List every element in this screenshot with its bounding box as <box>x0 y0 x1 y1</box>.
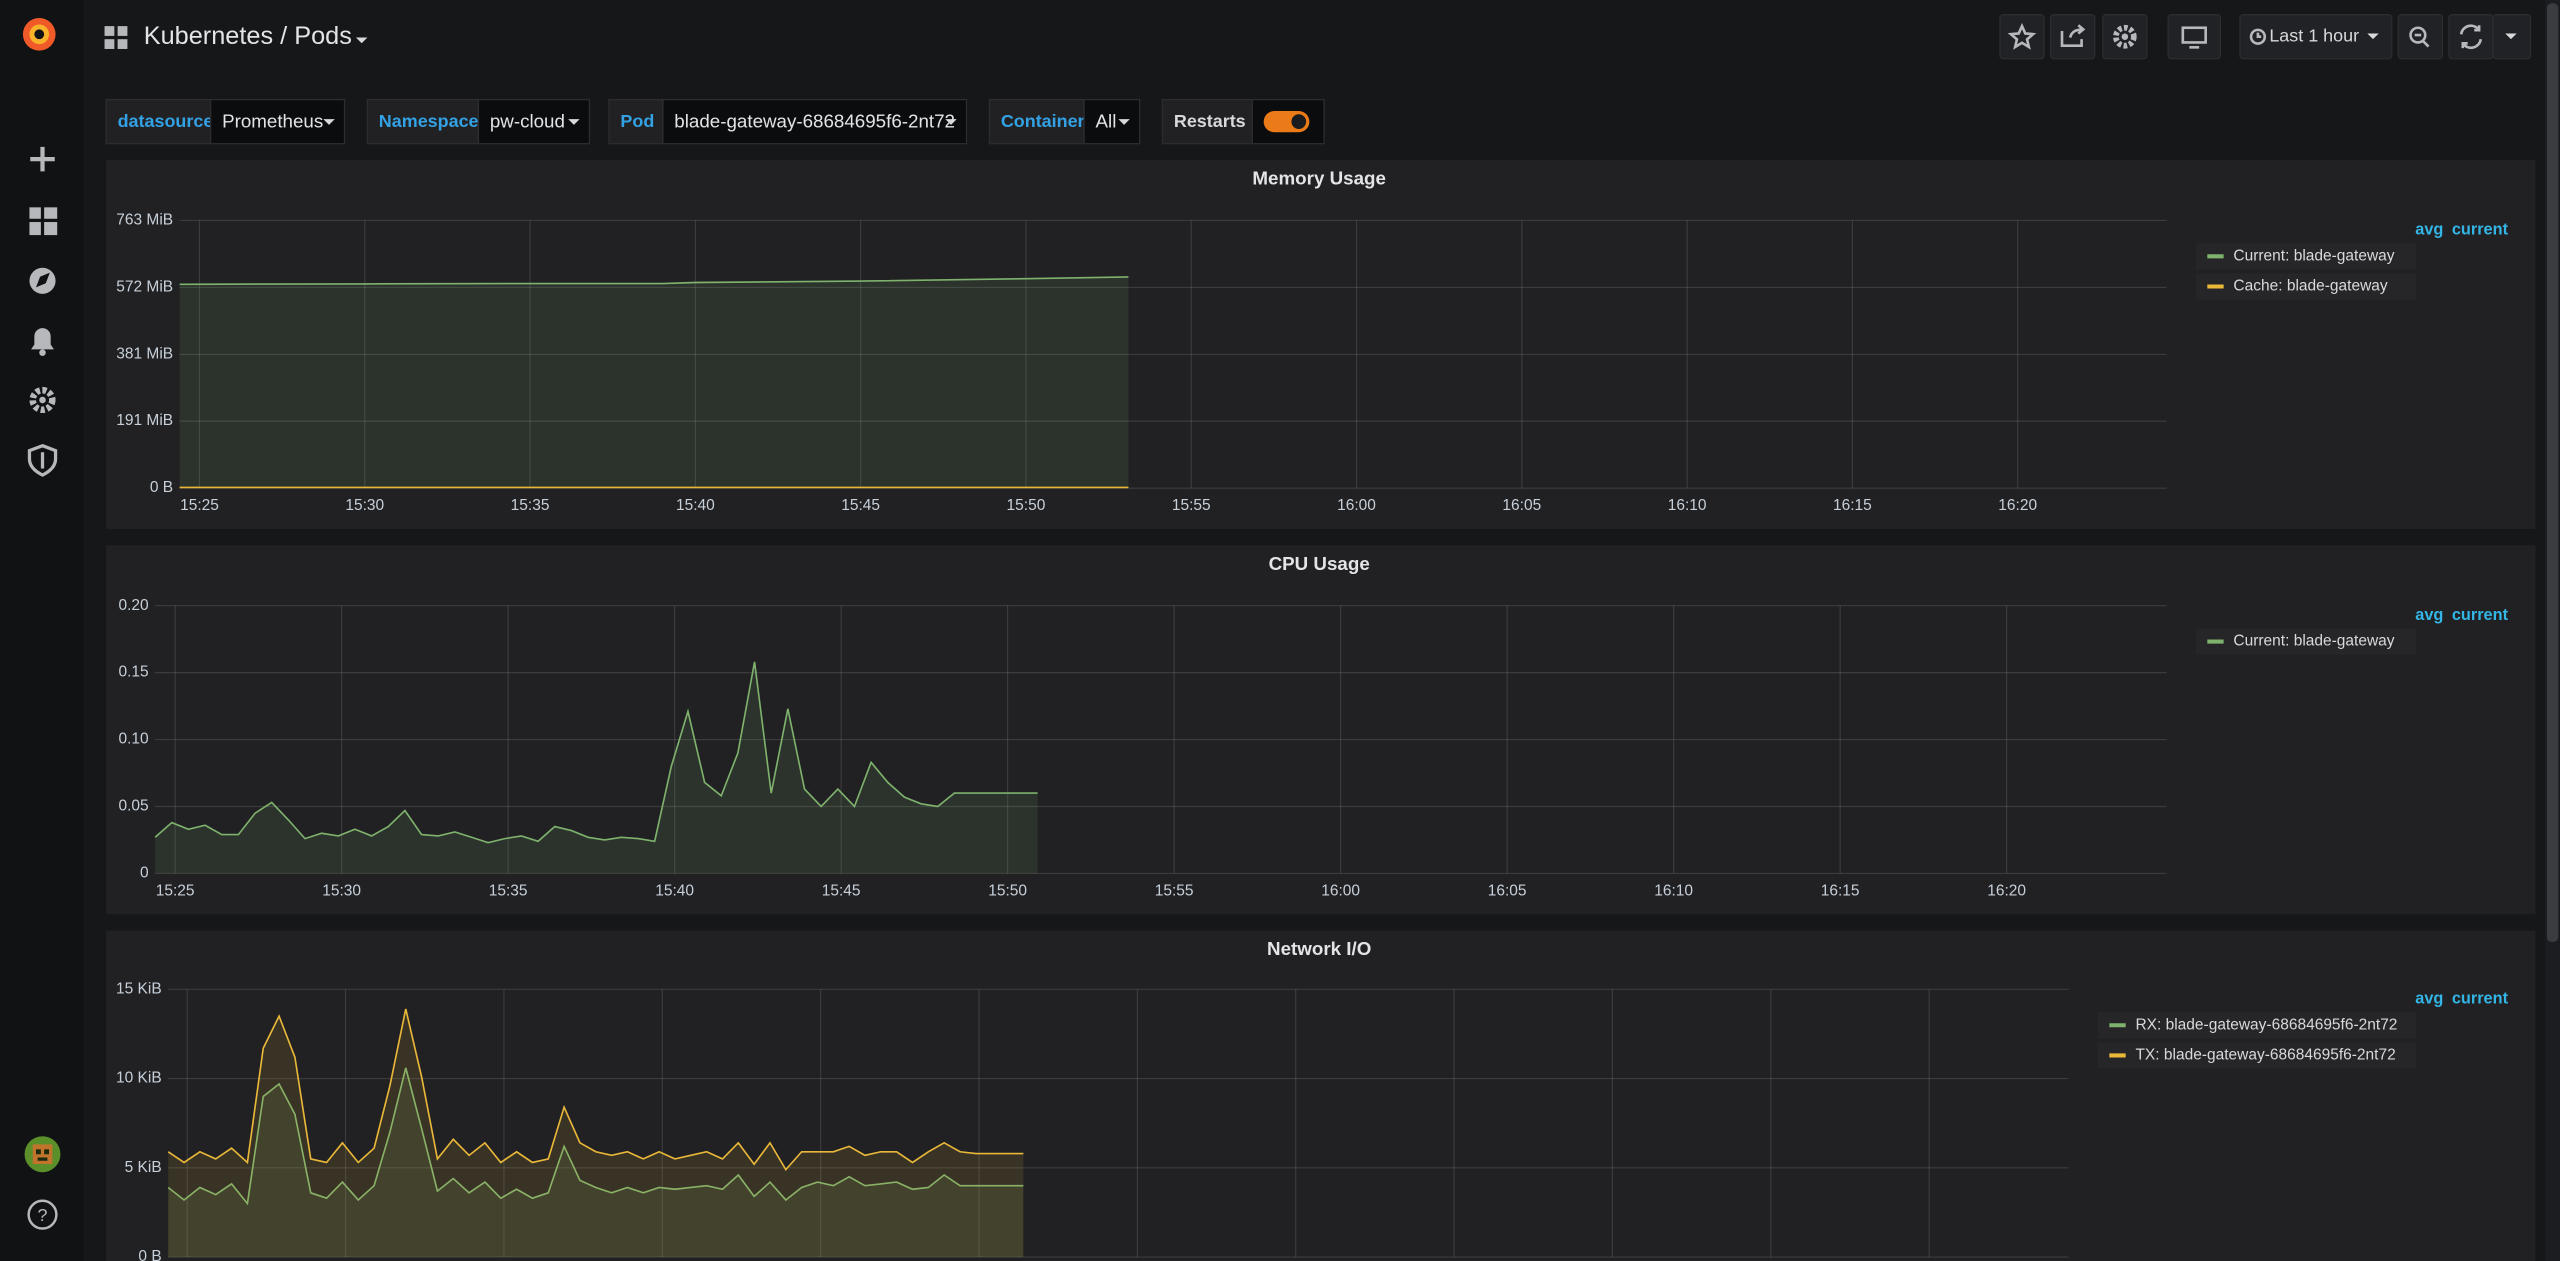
y-tick-label: 381 MiB <box>116 346 173 363</box>
sidebar <box>0 0 83 1261</box>
x-tick-label: 15:25 <box>180 497 219 514</box>
tv-mode-button[interactable] <box>2168 15 2220 59</box>
x-tick-label: 16:05 <box>1488 882 1527 899</box>
svg-text:?: ? <box>38 1205 48 1225</box>
legend-item[interactable]: RX: blade-gateway-68684695f6-2nt72 <box>2098 1012 2416 1038</box>
legend-label[interactable]: Cache: blade-gateway <box>2233 278 2387 295</box>
x-tick-label: 15:30 <box>345 497 384 514</box>
settings-button[interactable] <box>2103 15 2147 59</box>
x-tick-label: 16:20 <box>1998 497 2037 514</box>
y-tick-label: 572 MiB <box>116 279 173 296</box>
variable-value[interactable]: blade-gateway-68684695f6-2nt72 <box>674 110 955 131</box>
legend-column-header[interactable]: avg <box>2415 606 2443 624</box>
legend-item[interactable]: Cache: blade-gateway <box>2196 273 2416 299</box>
variable-label: datasource <box>118 111 214 131</box>
x-tick-label: 16:10 <box>1668 497 1707 514</box>
variable-value[interactable]: Prometheus <box>222 110 323 131</box>
variable-value[interactable]: All <box>1096 110 1117 131</box>
share-button[interactable] <box>2051 15 2095 59</box>
time-range[interactable]: Last 1 hour <box>2269 25 2359 45</box>
x-tick-label: 15:45 <box>822 882 861 899</box>
refresh-button[interactable] <box>2449 15 2493 59</box>
x-tick-label: 15:55 <box>1155 882 1194 899</box>
legend-column-header[interactable]: current <box>2452 221 2509 239</box>
scrollbar-thumb[interactable] <box>2547 3 2558 942</box>
explore-icon[interactable] <box>29 268 55 294</box>
refresh-interval-button[interactable] <box>2493 15 2531 59</box>
x-tick-label: 16:15 <box>1821 882 1860 899</box>
legend-item[interactable]: TX: blade-gateway-68684695f6-2nt72 <box>2098 1042 2416 1068</box>
variable-dropdown[interactable]: All <box>1084 100 1140 144</box>
variable-value[interactable]: pw-cloud <box>490 110 565 131</box>
x-tick-label: 15:45 <box>841 497 880 514</box>
legend-column-header[interactable]: avg <box>2415 221 2443 239</box>
y-tick-label: 10 KiB <box>116 1070 162 1087</box>
legend-label[interactable]: Current: blade-gateway <box>2233 633 2394 650</box>
x-tick-label: 15:35 <box>511 497 550 514</box>
x-tick-label: 15:40 <box>655 882 694 899</box>
y-tick-label: 0 B <box>138 1248 161 1261</box>
y-tick-label: 191 MiB <box>116 412 173 429</box>
legend-label[interactable]: TX: blade-gateway-68684695f6-2nt72 <box>2135 1047 2395 1064</box>
panel: Memory Usage 0 B 191 MiB 381 MiB 572 MiB 763 … <box>106 160 2535 529</box>
variable-dropdown[interactable]: blade-gateway-68684695f6-2nt72 <box>663 100 967 144</box>
legend-item[interactable]: Current: blade-gateway <box>2196 629 2416 655</box>
x-tick-label: 16:15 <box>1833 497 1872 514</box>
zoom-out-button[interactable] <box>2398 15 2442 59</box>
variable-dropdown[interactable]: pw-cloud <box>478 100 589 144</box>
x-tick-label: 16:00 <box>1321 882 1360 899</box>
x-tick-label: 15:40 <box>676 497 715 514</box>
x-tick-label: 15:50 <box>988 882 1027 899</box>
variable-dropdown[interactable]: Prometheus <box>211 100 345 144</box>
panel-title[interactable]: CPU Usage <box>1269 553 1370 574</box>
star-button[interactable] <box>2000 15 2044 59</box>
panels: Memory Usage 0 B 191 MiB 381 MiB 572 MiB 763 … <box>106 160 2535 1261</box>
time-picker[interactable]: Last 1 hour <box>2240 15 2392 59</box>
y-tick-label: 0.15 <box>118 664 148 681</box>
variable-label: Namespace <box>379 111 479 131</box>
legend-label[interactable]: Current: blade-gateway <box>2233 247 2394 264</box>
restarts-toggle[interactable] <box>1252 100 1324 144</box>
panel: CPU Usage 0 0.05 0.10 0.15 0.20 15:25 15:30 15:3… <box>106 545 2535 914</box>
panel: Network I/O 0 B 5 KiB 10 KiB 15 KiB avg curren… <box>106 931 2535 1261</box>
variable-label: Container <box>1001 111 1085 131</box>
legend-label[interactable]: RX: blade-gateway-68684695f6-2nt72 <box>2135 1016 2397 1033</box>
x-tick-label: 16:20 <box>1987 882 2026 899</box>
y-tick-label: 0.20 <box>118 597 149 614</box>
series-area <box>180 277 1129 488</box>
legend-column-header[interactable]: current <box>2452 606 2509 624</box>
legend-column-header[interactable]: avg <box>2415 989 2443 1007</box>
x-tick-label: 15:50 <box>1007 497 1046 514</box>
panel-title[interactable]: Network I/O <box>1267 938 1371 959</box>
y-tick-label: 0.05 <box>118 798 148 815</box>
toggle-knob[interactable] <box>1291 114 1306 129</box>
y-tick-label: 0.10 <box>118 731 149 748</box>
y-tick-label: 0 B <box>150 479 173 496</box>
y-tick-label: 5 KiB <box>125 1159 162 1176</box>
panel-title[interactable]: Memory Usage <box>1252 168 1386 189</box>
variable-label: Pod <box>620 111 654 131</box>
x-tick-label: 15:30 <box>322 882 361 899</box>
y-tick-label: 763 MiB <box>116 211 173 228</box>
x-tick-label: 15:25 <box>156 882 195 899</box>
x-tick-label: 15:55 <box>1172 497 1211 514</box>
x-tick-label: 16:00 <box>1337 497 1376 514</box>
x-tick-label: 16:10 <box>1654 882 1693 899</box>
grafana-logo[interactable] <box>23 18 56 51</box>
y-tick-label: 0 <box>140 865 149 882</box>
x-tick-label: 16:05 <box>1502 497 1541 514</box>
legend-column-header[interactable]: current <box>2452 989 2509 1007</box>
y-tick-label: 15 KiB <box>116 980 162 997</box>
x-tick-label: 15:35 <box>489 882 528 899</box>
variable-label: Restarts <box>1174 111 1246 131</box>
dashboard-title[interactable]: Kubernetes / Pods <box>144 22 352 50</box>
user-avatar[interactable] <box>25 1136 61 1172</box>
legend-item[interactable]: Current: blade-gateway <box>2196 243 2416 269</box>
